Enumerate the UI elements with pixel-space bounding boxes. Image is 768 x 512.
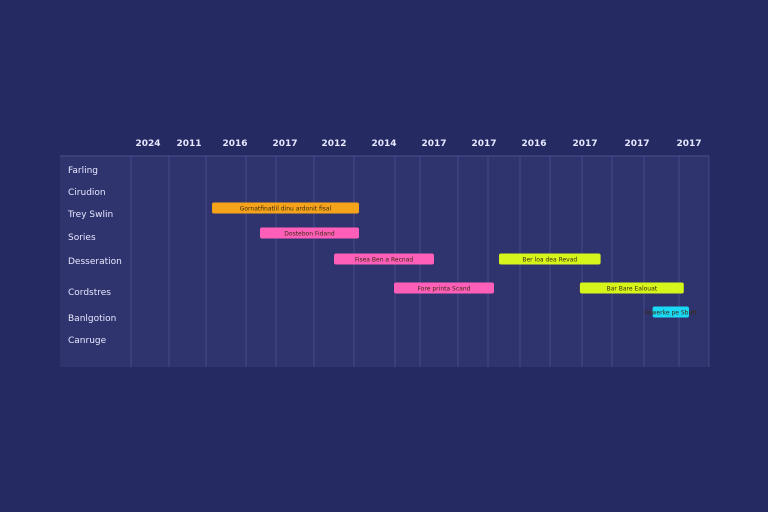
gantt-bar-label: Fisea Ben a Recnad [355, 257, 414, 264]
gantt-bar[interactable]: Bar Bare Ealouat [579, 282, 684, 294]
column-label: 2017 [272, 139, 297, 149]
column-label: 2011 [176, 139, 201, 149]
row-label: Desseration [68, 257, 122, 267]
column-label: 2016 [521, 139, 546, 149]
column-label: 2017 [471, 139, 496, 149]
column-label: 2024 [135, 139, 160, 149]
row-label: Cirudion [68, 188, 106, 198]
row-label: Farling [68, 166, 98, 176]
gantt-bar[interactable]: Fisea Ben a Recnad [334, 253, 434, 265]
gantt-bar-label: Gornatfinatlil dinu ardonit fisal [240, 206, 332, 213]
gantt-bar[interactable]: Fore printa Scand [394, 282, 494, 294]
gantt-bar-rect[interactable] [394, 282, 494, 294]
row-label: Cordstres [68, 288, 111, 298]
column-label: 2016 [222, 139, 247, 149]
gantt-bar[interactable]: Ber loa dea Revad [499, 253, 601, 265]
gantt-bar-label: Ber loa dea Revad [522, 257, 577, 264]
gantt-bar-rect[interactable] [499, 253, 601, 265]
row-label: Banlgotion [68, 314, 116, 324]
column-label: 2017 [624, 139, 649, 149]
row-label: Sories [68, 233, 96, 243]
column-label: 2014 [371, 139, 396, 149]
gantt-bar-label: Fore printa Scand [418, 286, 471, 293]
gantt-bar[interactable]: Gornatfinatlil dinu ardonit fisal [212, 202, 359, 214]
gantt-bar-label: Bar Bare Ealouat [607, 286, 658, 293]
gantt-bar-rect[interactable] [260, 227, 359, 239]
gantt-bar-rect[interactable] [334, 253, 434, 265]
row-label: Canruge [68, 336, 107, 346]
gantt-bar-label: Fowerke pe Sbutt [645, 310, 698, 317]
gantt-bar-rect[interactable] [652, 306, 689, 318]
column-label: 2017 [421, 139, 446, 149]
gantt-bar-rect[interactable] [212, 202, 359, 214]
column-label: 2017 [676, 139, 701, 149]
gantt-bar[interactable]: Fowerke pe Sbutt [645, 306, 698, 318]
gantt-bar-rect[interactable] [579, 282, 684, 294]
column-label: 2012 [321, 139, 346, 149]
gantt-bar[interactable]: Dostebon Fidand [260, 227, 359, 239]
gantt-bar-label: Dostebon Fidand [284, 231, 335, 238]
row-label: Trey Swlin [67, 210, 113, 220]
column-label: 2017 [572, 139, 597, 149]
